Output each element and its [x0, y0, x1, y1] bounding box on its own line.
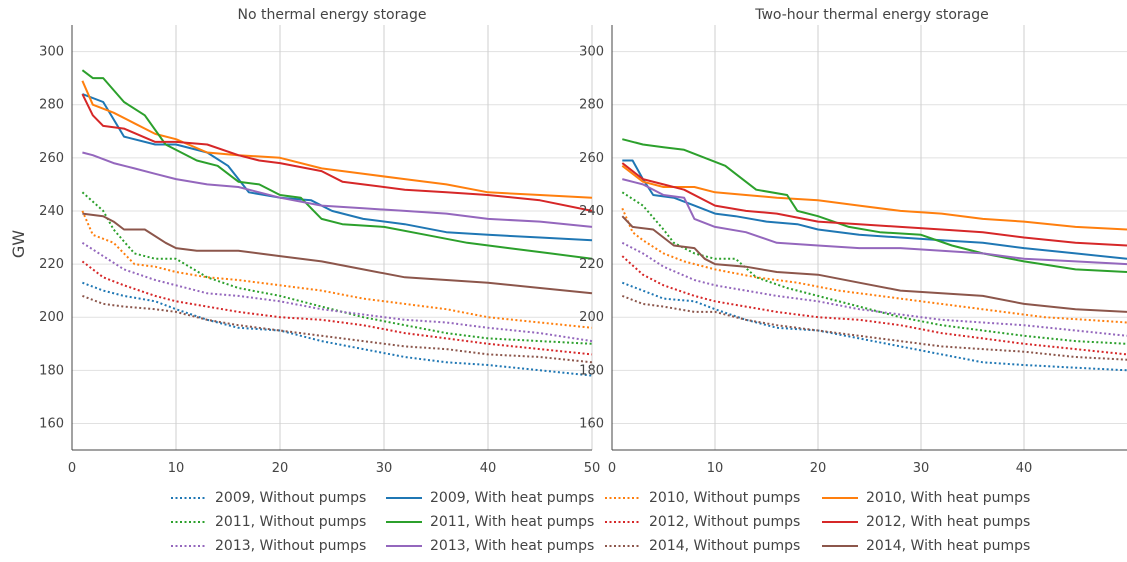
legend-item[interactable]: 2010, Without pumps: [605, 490, 800, 506]
legend-item[interactable]: 2011, With heat pumps: [386, 514, 594, 530]
y-tick-label: 180: [579, 363, 604, 378]
legend-item[interactable]: 2012, Without pumps: [605, 514, 800, 530]
y-tick-label: 280: [39, 98, 64, 113]
legend-item[interactable]: 2013, With heat pumps: [386, 538, 594, 554]
y-tick-label: 160: [39, 416, 64, 431]
series-layer: [621, 138, 1127, 372]
legend-label: 2012, Without pumps: [649, 514, 800, 530]
legend-label: 2012, With heat pumps: [866, 514, 1030, 530]
y-tick-label: 240: [39, 204, 64, 219]
x-tick-label: 30: [913, 461, 930, 476]
legend-label: 2014, Without pumps: [649, 538, 800, 554]
series-line-2012-with-heat-pumps: [81, 93, 593, 212]
legend-label: 2013, With heat pumps: [430, 538, 594, 554]
series-line-2009-without-pumps: [82, 281, 593, 377]
legend-item[interactable]: 2013, Without pumps: [171, 538, 366, 554]
y-tick-label: 160: [579, 416, 604, 431]
series-line-2014-with-heat-pumps: [82, 212, 593, 295]
series-line-2011-without-pumps: [621, 191, 1127, 345]
y-tick-label: 260: [579, 151, 604, 166]
series-line-2014-without-pumps: [82, 294, 593, 364]
y-tick-label: 220: [579, 257, 604, 272]
series-line-2012-without-pumps: [81, 260, 593, 356]
x-tick-label: 0: [608, 461, 616, 476]
series-line-2014-without-pumps: [621, 294, 1127, 361]
panel-two-hour-storage: Two-hour thermal energy storage: [621, 7, 1127, 372]
series-line-2012-with-heat-pumps: [621, 162, 1127, 247]
series-line-2009-with-heat-pumps: [622, 159, 1127, 260]
legend[interactable]: 2009, Without pumps 2009, With heat pumps…: [171, 490, 1030, 554]
y-tick-label: 200: [579, 310, 604, 325]
series-line-2013-with-heat-pumps: [622, 178, 1127, 266]
legend-label: 2011, With heat pumps: [430, 514, 594, 530]
legend-label: 2011, Without pumps: [215, 514, 366, 530]
series-line-2011-without-pumps: [81, 191, 593, 345]
y-axis-title: GW: [9, 230, 28, 258]
panel-title: Two-hour thermal energy storage: [754, 7, 989, 23]
series-line-2011-with-heat-pumps: [81, 69, 593, 260]
series-line-2010-with-heat-pumps: [81, 80, 593, 199]
legend-item[interactable]: 2011, Without pumps: [171, 514, 366, 530]
series-line-2013-with-heat-pumps: [82, 151, 593, 228]
series-line-2009-with-heat-pumps: [82, 93, 593, 242]
legend-item[interactable]: 2014, Without pumps: [605, 538, 800, 554]
series-line-2013-without-pumps: [621, 241, 1127, 337]
legend-label: 2009, Without pumps: [215, 490, 366, 506]
y-tick-label: 200: [39, 310, 64, 325]
series-line-2014-with-heat-pumps: [621, 215, 1127, 313]
x-tick-label: 20: [272, 461, 289, 476]
y-tick-label: 300: [579, 45, 604, 60]
y-tick-label: 300: [39, 45, 64, 60]
y-tick-label: 280: [579, 98, 604, 113]
y-tick-label: 260: [39, 151, 64, 166]
x-tick-label: 50: [584, 461, 601, 476]
legend-item[interactable]: 2010, With heat pumps: [822, 490, 1030, 506]
series-layer: [81, 69, 593, 377]
legend-item[interactable]: 2009, Without pumps: [171, 490, 366, 506]
legend-label: 2010, With heat pumps: [866, 490, 1030, 506]
panel-no-storage: No thermal energy storage: [81, 7, 593, 377]
legend-label: 2013, Without pumps: [215, 538, 366, 554]
panel-title: No thermal energy storage: [238, 7, 427, 23]
x-tick-label: 20: [810, 461, 827, 476]
series-line-2010-without-pumps: [81, 210, 593, 329]
series-line-2012-without-pumps: [621, 255, 1127, 356]
x-tick-label: 0: [68, 461, 76, 476]
x-tick-label: 40: [1016, 461, 1033, 476]
y-tick-label: 240: [579, 204, 604, 219]
series-line-2013-without-pumps: [81, 241, 593, 343]
series-line-2010-without-pumps: [621, 207, 1127, 324]
y-tick-label: 220: [39, 257, 64, 272]
y-tick-label: 180: [39, 363, 64, 378]
x-tick-label: 10: [168, 461, 185, 476]
x-tick-label: 30: [376, 461, 393, 476]
legend-label: 2014, With heat pumps: [866, 538, 1030, 554]
legend-item[interactable]: 2014, With heat pumps: [822, 538, 1030, 554]
x-tick-label: 40: [480, 461, 497, 476]
legend-item[interactable]: 2009, With heat pumps: [386, 490, 594, 506]
grid-layer: [72, 25, 1127, 450]
legend-item[interactable]: 2012, With heat pumps: [822, 514, 1030, 530]
legend-label: 2009, With heat pumps: [430, 490, 594, 506]
x-tick-label: 10: [707, 461, 724, 476]
legend-label: 2010, Without pumps: [649, 490, 800, 506]
